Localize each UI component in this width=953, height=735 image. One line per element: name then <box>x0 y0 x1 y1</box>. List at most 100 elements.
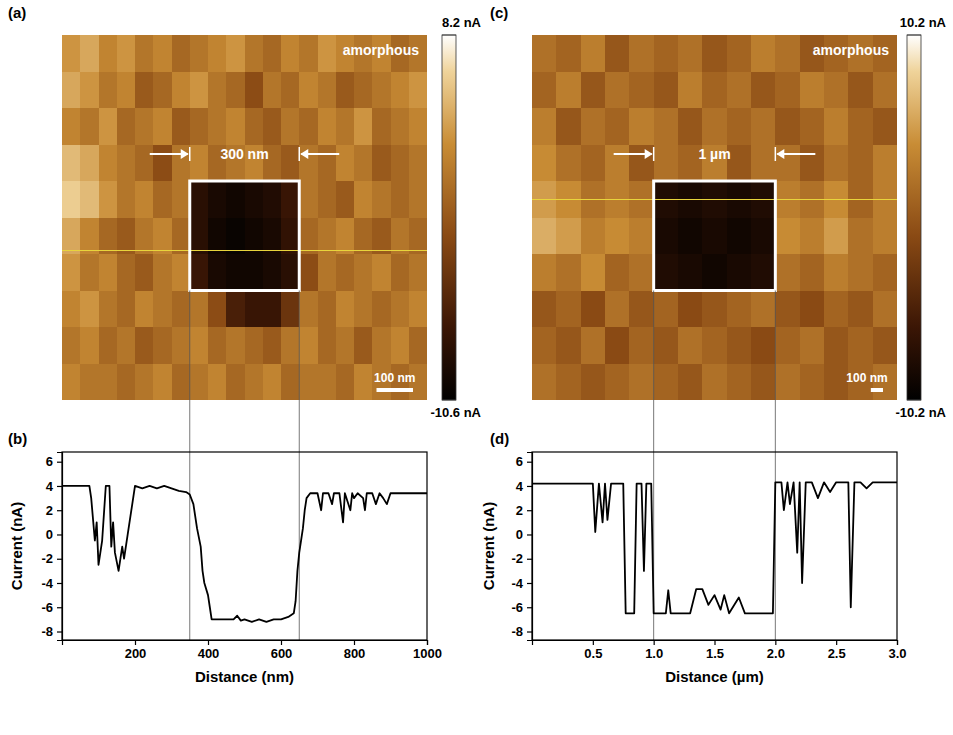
tick-mark <box>57 462 62 463</box>
cell <box>263 254 282 291</box>
cell <box>172 218 191 255</box>
tick-mark <box>354 640 355 645</box>
cell <box>751 145 776 182</box>
arrow-bar <box>653 147 655 161</box>
cell <box>775 108 800 145</box>
cell <box>848 218 873 255</box>
arrow-bar <box>299 147 301 161</box>
colorbar-tick <box>907 400 921 401</box>
cell <box>208 108 227 145</box>
cell <box>62 291 81 328</box>
tick-mark <box>527 607 532 608</box>
tick-label: 800 <box>344 646 366 661</box>
cell <box>117 364 136 401</box>
guide-line <box>189 291 190 641</box>
cell <box>873 327 897 364</box>
cell <box>190 327 209 364</box>
cell <box>135 72 154 109</box>
cell <box>678 254 703 291</box>
cell <box>654 108 679 145</box>
tick-mark <box>427 640 428 645</box>
tick-label: 600 <box>271 646 293 661</box>
arrow-head <box>776 149 784 159</box>
x-axis-title: Distance (µm) <box>665 668 764 685</box>
cell <box>226 364 245 401</box>
profile-panel: (d)0.51.01.52.02.53.0-8-6-4-20246Distanc… <box>480 291 907 686</box>
cell <box>245 72 264 109</box>
tick-label: 0.5 <box>584 646 602 661</box>
cell <box>678 327 703 364</box>
cell <box>299 145 318 182</box>
cell <box>354 364 373 401</box>
cell <box>556 72 581 109</box>
cell <box>62 218 81 255</box>
cell <box>654 35 679 72</box>
tick: 1.0 <box>645 640 663 661</box>
cell <box>775 218 800 255</box>
cell <box>605 35 630 72</box>
cell <box>318 254 337 291</box>
cell <box>702 108 727 145</box>
cell <box>532 145 557 182</box>
tick-mark <box>527 534 532 535</box>
cell <box>775 364 800 401</box>
cell <box>532 327 557 364</box>
cell <box>62 364 81 401</box>
tick-mark <box>57 486 62 487</box>
cell <box>263 35 282 72</box>
tick-label: -2 <box>511 551 523 566</box>
cell <box>80 181 99 218</box>
x-axis: 2004006008001000 <box>63 640 442 661</box>
cell <box>62 327 81 364</box>
cell <box>824 108 849 145</box>
cell <box>354 108 373 145</box>
x-axis-title: Distance (nm) <box>195 668 294 685</box>
cell <box>190 364 209 401</box>
cell <box>727 72 752 109</box>
tick: -8 <box>511 624 532 639</box>
cell <box>800 254 825 291</box>
cell <box>99 35 118 72</box>
cell <box>172 364 191 401</box>
colorbar-tick <box>442 400 456 401</box>
cell <box>391 254 410 291</box>
cell <box>135 327 154 364</box>
cell <box>372 145 391 182</box>
cell <box>172 145 191 182</box>
cell <box>409 181 427 218</box>
tick-mark <box>281 640 282 645</box>
cell <box>824 254 849 291</box>
cell <box>409 145 427 182</box>
cell <box>281 35 300 72</box>
x-axis: 0.51.01.52.02.53.0 <box>533 640 907 661</box>
cell <box>848 108 873 145</box>
colorbar-tick <box>907 35 921 36</box>
cell <box>409 108 427 145</box>
cell <box>281 108 300 145</box>
cell <box>727 327 752 364</box>
tick: -6 <box>511 600 532 615</box>
cell <box>848 145 873 182</box>
tick-label: 3.0 <box>888 646 906 661</box>
cell <box>172 181 191 218</box>
tick-mark <box>57 510 62 511</box>
cell <box>99 364 118 401</box>
cell <box>172 291 191 328</box>
tick-label: 4 <box>516 479 524 494</box>
cell <box>226 254 245 291</box>
cell <box>281 327 300 364</box>
cell <box>226 35 245 72</box>
cell <box>532 35 557 72</box>
cell <box>873 108 897 145</box>
cell <box>654 327 679 364</box>
cell <box>153 108 172 145</box>
tick-mark <box>57 559 62 560</box>
cell <box>208 327 227 364</box>
cell <box>318 327 337 364</box>
cell <box>281 145 300 182</box>
cell <box>190 35 209 72</box>
cell <box>727 364 752 401</box>
cell <box>135 291 154 328</box>
cell <box>62 72 81 109</box>
cell <box>263 364 282 401</box>
